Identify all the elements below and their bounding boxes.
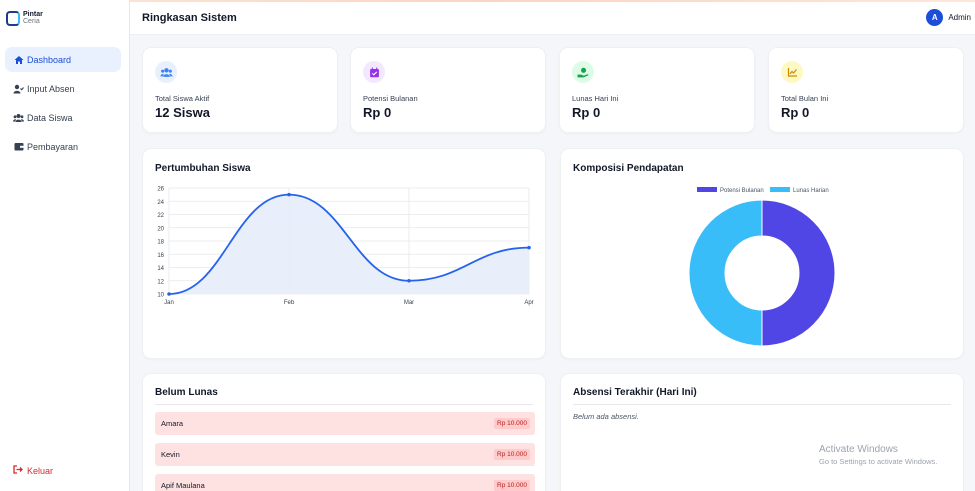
attendance-card: Absensi Terakhir (Hari Ini) Belum ada ab…: [560, 373, 964, 491]
y-tick-label: 12: [157, 279, 164, 285]
windows-activation-watermark: Activate Windows Go to Settings to activ…: [819, 444, 937, 466]
users-icon: [13, 113, 24, 123]
stat-card-total-bulan-ini: Total Bulan Ini Rp 0: [768, 47, 964, 133]
top-header: Ringkasan Sistem A Admin: [130, 2, 975, 35]
sidebar-item-label: Dashboard: [27, 54, 72, 65]
y-tick-label: 10: [157, 293, 164, 299]
legend-label: Potensi Bulanan: [720, 188, 764, 194]
sidebar-item-label: Pembayaran: [27, 141, 79, 152]
growth-line-chart: 10 12 14 16 18 20 22 24 26 Jan Feb Mar Apr: [157, 187, 533, 307]
x-tick-label: Apr: [524, 300, 533, 306]
y-tick-label: 26: [157, 187, 164, 193]
stat-value: Rp 0: [781, 105, 810, 120]
app-logo[interactable]: Pintar Ceria: [6, 9, 43, 27]
card-title: Absensi Terakhir (Hari Ini): [573, 387, 697, 398]
list-item[interactable]: Amara Rp 10.000: [155, 412, 535, 435]
legend-label: Lunas Harian: [793, 188, 829, 194]
avatar: A: [926, 9, 944, 26]
student-name: Amara: [161, 419, 184, 428]
y-tick-label: 22: [157, 213, 164, 219]
stat-value: 12 Siswa: [155, 105, 210, 120]
stat-card-lunas-hari-ini: Lunas Hari Ini Rp 0: [559, 47, 755, 133]
sidebar-item-data-siswa[interactable]: Data Siswa: [5, 105, 121, 130]
wallet-icon: [13, 142, 24, 152]
card-title: Belum Lunas: [155, 387, 218, 398]
y-tick-label: 16: [157, 253, 164, 259]
hand-coin-icon: [572, 61, 594, 83]
x-tick-label: Feb: [284, 300, 295, 306]
chart-line-icon: [781, 61, 803, 83]
sidebar-item-label: Input Absen: [27, 83, 75, 94]
stat-card-total-siswa: Total Siswa Aktif 12 Siswa: [142, 47, 338, 133]
donut-slice: [688, 199, 763, 347]
sidebar-item-label: Data Siswa: [27, 112, 73, 123]
stat-label: Total Siswa Aktif: [155, 94, 210, 103]
watermark-title: Activate Windows: [819, 444, 898, 455]
series-area: [169, 194, 529, 294]
amount-badge: Rp 10.000: [494, 449, 530, 460]
x-tick-label: Jan: [164, 300, 174, 306]
list-item[interactable]: Apif Maulana Rp 10.000: [155, 474, 535, 491]
calendar-check-icon: [363, 61, 385, 83]
amount-badge: Rp 10.000: [494, 418, 530, 429]
legend-swatch: [697, 187, 717, 192]
sidebar-item-dashboard[interactable]: Dashboard: [5, 47, 121, 72]
legend-swatch: [770, 187, 790, 192]
y-tick-label: 20: [157, 226, 164, 232]
student-name: Kevin: [161, 450, 180, 459]
unpaid-list: Amara Rp 10.000 Kevin Rp 10.000 Apif Mau…: [155, 412, 535, 491]
card-title: Pertumbuhan Siswa: [155, 163, 251, 174]
data-point: [287, 192, 291, 197]
sidebar-item-input-absen[interactable]: Input Absen: [5, 76, 121, 101]
empty-state-text: Belum ada absensi.: [573, 412, 639, 421]
sidebar-nav: Dashboard Input Absen Data Siswa Pembaya…: [5, 47, 121, 163]
logo-mark-icon: [6, 10, 20, 26]
data-point: [527, 245, 531, 250]
unpaid-card: Belum Lunas Amara Rp 10.000 Kevin Rp 10.…: [142, 373, 546, 491]
watermark-subtitle: Go to Settings to activate Windows.: [819, 457, 938, 466]
series-line: [168, 193, 530, 295]
stat-label: Lunas Hari Ini: [572, 94, 619, 103]
y-tick-label: 24: [157, 200, 164, 206]
data-point: [167, 292, 171, 296]
logout-label: Keluar: [27, 465, 54, 476]
users-icon: [155, 61, 177, 83]
user-menu[interactable]: A Admin: [926, 9, 971, 26]
y-tick-label: 18: [157, 240, 164, 246]
user-check-icon: [13, 84, 24, 94]
sidebar-item-pembayaran[interactable]: Pembayaran: [5, 134, 121, 159]
x-tick-label: Mar: [404, 300, 414, 306]
stat-label: Potensi Bulanan: [363, 94, 418, 103]
stat-label: Total Bulan Ini: [781, 94, 829, 103]
data-point: [407, 278, 411, 283]
student-name: Apif Maulana: [161, 481, 205, 490]
income-donut-chart: Potensi Bulanan Lunas Harian: [688, 187, 836, 347]
donut-slice: [761, 199, 836, 347]
top-accent-line: [0, 0, 975, 2]
page-title: Ringkasan Sistem: [142, 12, 237, 24]
stat-card-potensi-bulanan: Potensi Bulanan Rp 0: [350, 47, 546, 133]
home-icon: [13, 55, 24, 65]
amount-badge: Rp 10.000: [494, 480, 530, 491]
y-tick-label: 14: [157, 266, 164, 272]
card-title: Komposisi Pendapatan: [573, 163, 684, 174]
divider: [573, 404, 951, 405]
sidebar: Pintar Ceria Dashboard Input Absen Data …: [0, 0, 130, 491]
user-name: Admin: [948, 13, 971, 22]
logo-subtitle: Ceria: [23, 18, 40, 25]
stat-value: Rp 0: [363, 105, 392, 120]
logo-title: Pintar: [23, 11, 43, 18]
income-composition-card: Komposisi Pendapatan Potensi Bulanan Luna…: [560, 148, 964, 359]
divider: [155, 404, 533, 405]
growth-chart-card: Pertumbuhan Siswa 10 12 14 16 18 20 22 24 26 Jan F…: [142, 148, 546, 359]
list-item[interactable]: Kevin Rp 10.000: [155, 443, 535, 466]
logout-button[interactable]: Keluar: [13, 465, 53, 476]
stat-value: Rp 0: [572, 105, 601, 120]
logout-icon: [13, 465, 23, 476]
